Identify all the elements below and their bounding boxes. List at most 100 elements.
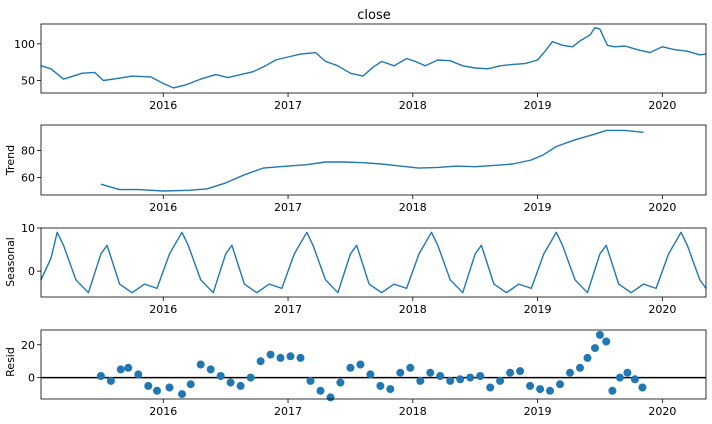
chart-title: close — [357, 8, 390, 23]
seasonal-ylabel: Seasonal — [4, 237, 17, 287]
resid-point — [196, 360, 205, 369]
x-tick-label: 2017 — [274, 201, 302, 214]
resid-point — [446, 376, 455, 385]
x-tick-label: 2019 — [524, 303, 552, 316]
resid-point — [178, 390, 186, 399]
resid-point — [226, 378, 235, 387]
observed-axes-frame — [40, 23, 707, 94]
resid-point — [206, 365, 215, 374]
x-tick-label: 2017 — [274, 99, 302, 112]
resid-point — [266, 350, 275, 359]
x-tick-label: 2018 — [399, 99, 427, 112]
resid-point — [516, 367, 525, 376]
resid-point — [583, 353, 592, 362]
resid-point — [506, 368, 515, 377]
y-tick-label: 100 — [14, 38, 35, 51]
x-tick-label: 2019 — [524, 99, 552, 112]
resid-point — [595, 330, 604, 339]
resid-point — [106, 376, 115, 385]
seasonal-series-line — [40, 231, 707, 294]
resid-point — [623, 368, 632, 377]
x-tick-label: 2018 — [399, 201, 427, 214]
x-tick-label: 2016 — [149, 201, 177, 214]
resid-point — [306, 376, 315, 385]
resid-point — [165, 383, 174, 392]
x-tick-label: 2019 — [524, 405, 552, 418]
y-tick-label: 50 — [21, 75, 35, 88]
resid-point — [386, 385, 395, 394]
resid-point — [526, 381, 535, 390]
resid-point — [246, 373, 255, 382]
resid-point — [546, 386, 554, 395]
resid-point — [336, 378, 345, 387]
resid-point — [476, 372, 485, 380]
resid-point — [638, 383, 647, 392]
resid-point — [426, 368, 435, 377]
x-tick-label: 2017 — [274, 303, 302, 316]
y-tick-label: 80 — [21, 145, 35, 158]
resid-point — [186, 380, 195, 389]
resid-point — [396, 368, 405, 377]
seasonal-panel: 2016 2017 2018 2019 2020 0 10 — [21, 222, 707, 316]
x-tick-label: 2016 — [149, 405, 177, 418]
resid-point — [486, 383, 495, 392]
x-tick-label: 2020 — [648, 303, 676, 316]
resid-point — [124, 363, 133, 372]
resid-axes-frame — [40, 329, 707, 400]
x-tick-label: 2018 — [399, 405, 427, 418]
trend-ylabel: Trend — [4, 145, 17, 176]
resid-point — [615, 373, 624, 382]
x-tick-label: 2018 — [399, 303, 427, 316]
resid-point — [496, 376, 505, 385]
y-tick-label: 60 — [21, 172, 35, 185]
seasonal-axes-frame — [40, 227, 707, 298]
trend-series-line — [100, 129, 644, 192]
x-tick-label: 2020 — [648, 405, 676, 418]
y-tick-label: 20 — [21, 339, 35, 352]
resid-point — [630, 375, 639, 384]
resid-point — [356, 360, 365, 369]
resid-point — [591, 344, 599, 353]
resid-point — [326, 393, 335, 402]
trend-axes-frame — [40, 124, 707, 196]
resid-point — [376, 381, 385, 390]
resid-point — [144, 381, 153, 390]
resid-point — [346, 363, 355, 372]
resid-point — [286, 352, 295, 361]
observed-series-line — [40, 27, 707, 89]
resid-point — [416, 376, 425, 385]
resid-point — [134, 370, 143, 379]
resid-point — [316, 386, 325, 395]
x-tick-label: 2020 — [648, 201, 676, 214]
resid-point — [456, 375, 465, 384]
resid-point — [366, 370, 375, 379]
resid-panel: 2016 2017 2018 2019 2020 0 20 — [21, 329, 707, 418]
resid-point — [96, 372, 105, 380]
resid-point — [236, 381, 245, 390]
x-tick-label: 2020 — [648, 99, 676, 112]
y-tick-label: 0 — [28, 265, 35, 278]
resid-point — [406, 363, 415, 372]
resid-point — [276, 353, 285, 362]
resid-point — [216, 372, 225, 380]
resid-point — [153, 386, 161, 395]
x-tick-label: 2016 — [149, 303, 177, 316]
resid-ylabel: Resid — [4, 347, 17, 377]
resid-point — [536, 385, 545, 394]
resid-point — [608, 386, 617, 395]
resid-point — [576, 363, 584, 372]
resid-point — [566, 368, 574, 377]
resid-point — [296, 353, 305, 362]
resid-point — [116, 365, 125, 374]
y-tick-label: 0 — [28, 372, 35, 385]
x-tick-label: 2019 — [524, 201, 552, 214]
resid-point — [602, 337, 611, 346]
x-tick-label: 2016 — [149, 99, 177, 112]
resid-point — [436, 372, 445, 380]
resid-point — [466, 373, 475, 382]
observed-panel: 2016 2017 2018 2019 2020 50 100 — [14, 23, 707, 112]
resid-point — [556, 380, 564, 389]
resid-point — [256, 357, 265, 366]
y-tick-label: 10 — [21, 222, 35, 235]
